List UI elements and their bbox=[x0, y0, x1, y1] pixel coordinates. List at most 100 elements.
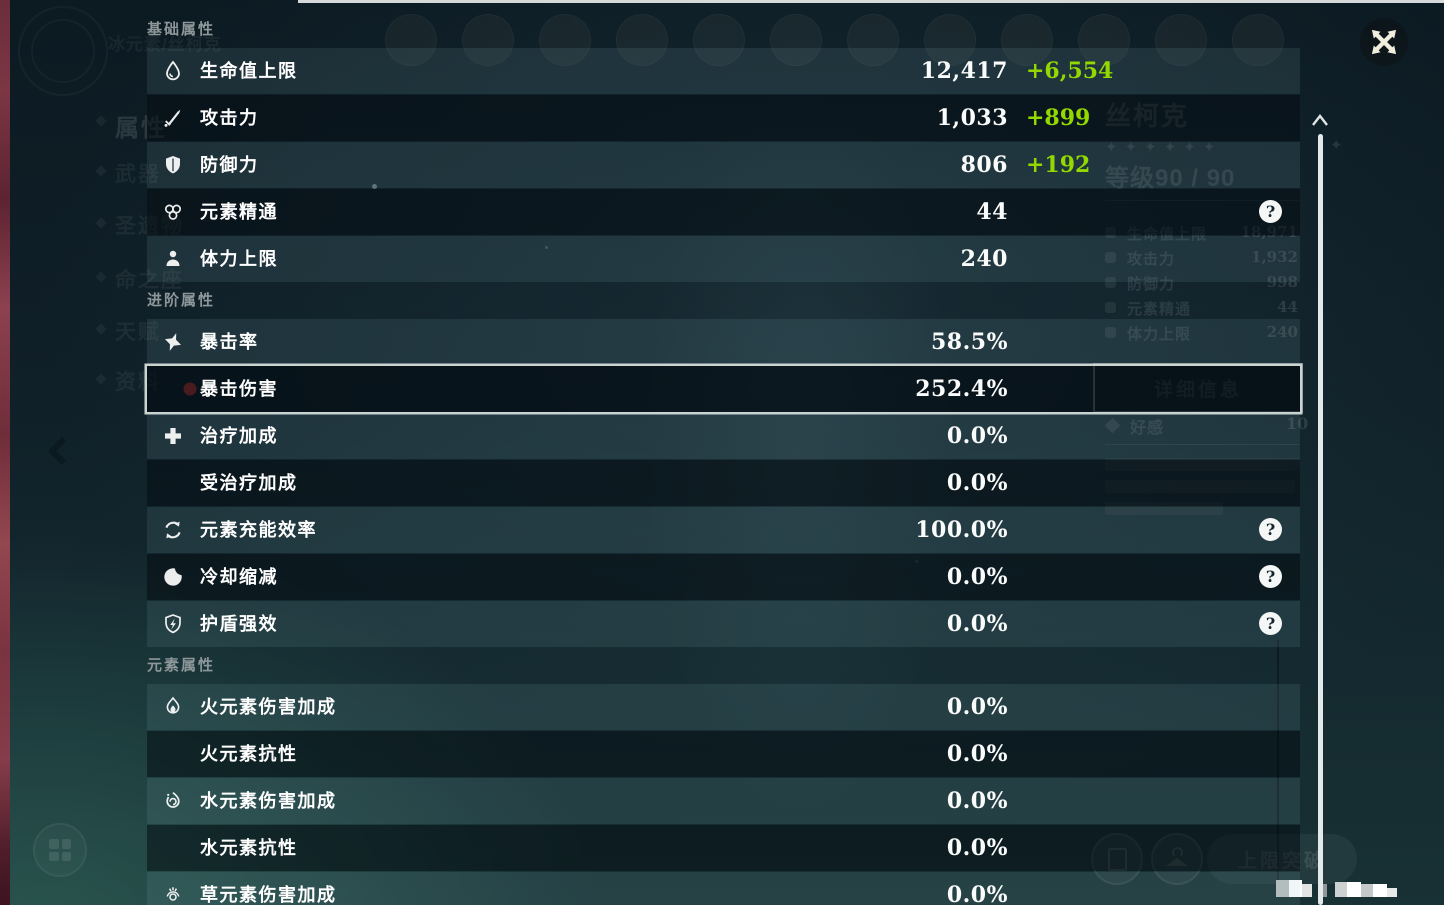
attack-sword-icon bbox=[162, 107, 184, 129]
stat-label: 水元素伤害加成 bbox=[200, 791, 337, 811]
bg-sidebar-bullet-icon bbox=[95, 165, 107, 177]
stat-value: 0.0% bbox=[946, 694, 1008, 720]
censored-block bbox=[1276, 880, 1289, 897]
bg-party-avatar bbox=[1078, 14, 1130, 66]
cryo-element-emblem-ring bbox=[31, 19, 95, 83]
stat-label: 防御力 bbox=[200, 155, 259, 175]
stat-row[interactable]: 火元素抗性 0.0% bbox=[147, 731, 1300, 777]
stat-row[interactable]: 元素精通 44? bbox=[147, 189, 1300, 235]
stat-value: 0.0% bbox=[946, 788, 1008, 814]
bg-element-character-label: 冰元素/丝柯克 bbox=[108, 35, 222, 54]
stat-row[interactable]: 暴击率 58.5% bbox=[147, 319, 1300, 365]
stat-value: 0.0% bbox=[946, 835, 1008, 861]
stat-row[interactable]: 水元素抗性 0.0% bbox=[147, 825, 1300, 871]
pyro-element-icon bbox=[162, 696, 184, 718]
bg-sidebar-bullet-icon bbox=[95, 323, 107, 335]
help-icon[interactable]: ? bbox=[1259, 565, 1282, 588]
stat-row[interactable]: 火元素伤害加成 0.0% bbox=[147, 684, 1300, 730]
censored-block bbox=[1387, 888, 1397, 897]
dendro-element-icon bbox=[162, 884, 184, 905]
stat-label: 元素充能效率 bbox=[200, 520, 317, 540]
bg-party-avatar bbox=[616, 14, 668, 66]
shield-strength-icon bbox=[162, 613, 184, 635]
sparkle bbox=[545, 246, 548, 249]
bg-sidebar-bullet-icon bbox=[95, 271, 107, 283]
stat-value: 44 bbox=[976, 199, 1008, 225]
stat-bonus-value: +192 bbox=[1026, 152, 1091, 178]
crit-dmg-faded-icon bbox=[179, 378, 201, 400]
stat-value: 0.0% bbox=[946, 423, 1008, 449]
bg-sidebar-item: 天赋 bbox=[115, 321, 161, 344]
stat-row[interactable]: 受治疗加成 0.0% bbox=[147, 460, 1300, 506]
stat-row[interactable]: 元素充能效率 100.0%? bbox=[147, 507, 1300, 553]
bg-stat-row: 元素精通 44 bbox=[1093, 296, 1300, 321]
stat-row[interactable]: 防御力 806 +192 bbox=[147, 142, 1300, 188]
screen-edge-strip bbox=[0, 0, 10, 905]
energy-recharge-icon bbox=[162, 519, 184, 541]
stat-value: 100.0% bbox=[915, 517, 1008, 543]
stat-value: 0.0% bbox=[946, 611, 1008, 637]
help-icon[interactable]: ? bbox=[1259, 200, 1282, 223]
crit-rate-icon bbox=[162, 331, 184, 353]
bg-stat-value: 998 bbox=[1266, 273, 1298, 291]
bg-deco-star-icon: ✦ bbox=[1330, 137, 1343, 154]
censored-block bbox=[1289, 880, 1302, 897]
stat-value: 0.0% bbox=[946, 741, 1008, 767]
stat-bonus-value: +899 bbox=[1026, 105, 1091, 131]
stat-value: 806 bbox=[960, 152, 1008, 178]
bg-friendship-value: 10 bbox=[1286, 414, 1309, 433]
bg-sidebar-bullet-icon bbox=[95, 373, 107, 385]
bg-separator bbox=[1105, 444, 1299, 445]
bg-party-avatar bbox=[924, 14, 976, 66]
stat-label: 受治疗加成 bbox=[200, 473, 298, 493]
bg-party-avatar bbox=[693, 14, 745, 66]
stat-label: 冷却缩减 bbox=[200, 567, 278, 587]
bg-stat-row: 体力上限 240 bbox=[1093, 321, 1300, 346]
bg-rarity-stars: ✦✦✦✦✦✦ bbox=[1105, 139, 1223, 156]
scrollbar-thumb[interactable] bbox=[1318, 134, 1323, 905]
bg-sidebar-item: 武器 bbox=[115, 163, 161, 186]
censored-block bbox=[1373, 884, 1387, 897]
bg-sidebar-item: 命之座 bbox=[115, 269, 184, 292]
bg-friendship-label: 好感 bbox=[1130, 420, 1165, 437]
stat-row[interactable]: 冷却缩减 0.0%? bbox=[147, 554, 1300, 600]
bg-stat-label: 体力上限 bbox=[1127, 326, 1192, 343]
stat-row[interactable]: 治疗加成 0.0% bbox=[147, 413, 1300, 459]
close-icon bbox=[1371, 29, 1397, 55]
stat-row[interactable]: 暴击伤害 252.4% bbox=[147, 366, 1300, 412]
elemental-mastery-icon bbox=[162, 201, 184, 223]
bg-sidebar-bullet-icon bbox=[95, 217, 107, 229]
bg-sidebar-bullet-icon bbox=[95, 115, 107, 127]
bg-party-avatar bbox=[539, 14, 591, 66]
stat-label: 体力上限 bbox=[200, 249, 278, 269]
bg-stat-value: 44 bbox=[1277, 298, 1298, 316]
stat-row[interactable]: 水元素伤害加成 0.0% bbox=[147, 778, 1300, 824]
stat-label: 元素精通 bbox=[200, 202, 278, 222]
cryo-element-emblem-icon bbox=[18, 6, 108, 96]
cooldown-reduction-icon bbox=[162, 566, 184, 588]
stat-value: 0.0% bbox=[946, 882, 1008, 905]
bg-party-avatar bbox=[462, 14, 514, 66]
bg-stat-icon bbox=[1105, 277, 1116, 288]
hp-droplet-icon bbox=[162, 60, 184, 82]
bg-stat-label: 元素精通 bbox=[1127, 301, 1192, 318]
stat-value: 58.5% bbox=[931, 329, 1008, 355]
stat-row[interactable]: 草元素伤害加成 0.0% bbox=[147, 872, 1300, 905]
bg-party-avatar bbox=[385, 14, 437, 66]
help-icon[interactable]: ? bbox=[1259, 612, 1282, 635]
stat-row[interactable]: 体力上限 240 bbox=[147, 236, 1300, 282]
stat-label: 暴击伤害 bbox=[200, 379, 278, 399]
bg-stat-value: 240 bbox=[1266, 323, 1298, 341]
stat-value: 12,417 bbox=[920, 58, 1008, 84]
stat-row[interactable]: 护盾强效 0.0%? bbox=[147, 601, 1300, 647]
stat-label: 水元素抗性 bbox=[200, 838, 298, 858]
healing-bonus-icon bbox=[162, 425, 184, 447]
stat-row[interactable]: 生命值上限 12,417 +6,554 bbox=[147, 48, 1300, 94]
help-icon[interactable]: ? bbox=[1259, 518, 1282, 541]
scroll-up-arrow-icon[interactable] bbox=[1310, 112, 1330, 133]
close-button[interactable] bbox=[1360, 18, 1408, 66]
stat-row[interactable]: 攻击力 1,033 +899 bbox=[147, 95, 1300, 141]
stat-value: 0.0% bbox=[946, 470, 1008, 496]
foreign-window-edge bbox=[298, 0, 1444, 3]
bg-stat-row: 防御力 998 bbox=[1093, 271, 1300, 296]
